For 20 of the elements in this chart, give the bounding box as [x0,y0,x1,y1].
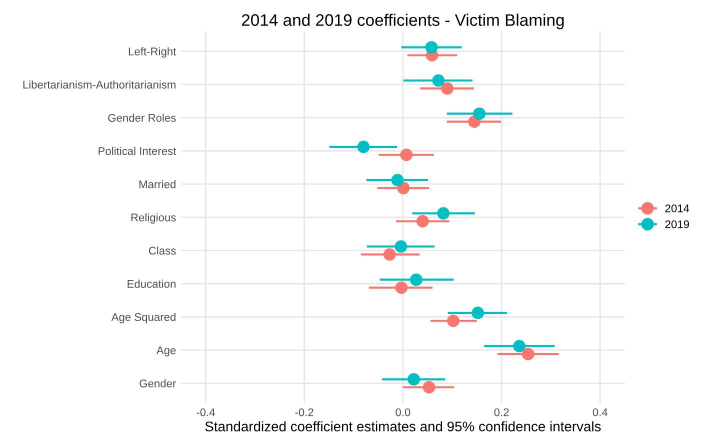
y-tick-label: Gender Roles [108,114,176,122]
x-axis-title: Standardized coefficient estimates and 95% confidence intervals [205,421,601,432]
legend-label: 2019 [665,220,689,228]
chart-title: 2014 and 2019 coefficients - Victim Blaming [242,14,564,30]
x-tick-label: 0.2 [494,408,509,416]
y-tick-label: Class [148,246,176,255]
y-tick-label: Age [156,346,176,356]
legend-label: 2014 [665,204,690,212]
y-tick-label: Libertarianism-Authoritarianism [23,80,176,89]
y-tick-label: Left-Right [128,47,176,58]
y-tick-label: Age Squared [111,312,176,324]
x-tick-label: -0.2 [295,408,314,416]
x-tick-label: -0.4 [196,408,215,416]
y-tick-label: Education [128,280,176,288]
x-tick-label: 0.4 [592,408,608,416]
y-tick-label: Gender [140,379,176,388]
x-tick-label: 0.0 [396,408,410,416]
y-tick-label: Religious [131,213,176,224]
y-tick-label: Married [139,180,176,188]
y-tick-label: Political Interest [98,146,176,156]
